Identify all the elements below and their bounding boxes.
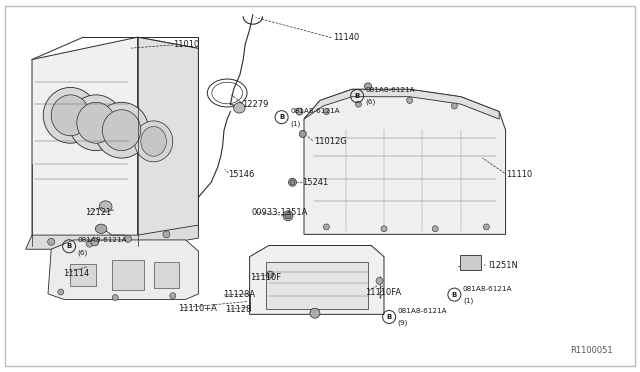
Text: 11128A: 11128A: [223, 291, 255, 299]
Text: 11110F: 11110F: [250, 273, 281, 282]
Text: 11110FA: 11110FA: [365, 288, 401, 296]
Circle shape: [310, 308, 320, 318]
Circle shape: [381, 226, 387, 232]
Polygon shape: [32, 37, 198, 246]
Text: I1251N: I1251N: [488, 262, 518, 270]
Ellipse shape: [102, 110, 141, 151]
Bar: [460, 255, 481, 270]
Text: B: B: [355, 93, 360, 99]
Ellipse shape: [141, 126, 166, 156]
Polygon shape: [250, 246, 384, 314]
Text: B: B: [387, 314, 392, 320]
Text: 081A8-6121A: 081A8-6121A: [365, 87, 415, 93]
Circle shape: [365, 83, 371, 90]
Circle shape: [432, 226, 438, 232]
Text: 11010: 11010: [173, 40, 199, 49]
Text: (6): (6): [77, 249, 88, 256]
Text: (9): (9): [397, 320, 408, 327]
Circle shape: [112, 295, 118, 301]
Polygon shape: [304, 89, 499, 119]
Text: 11128: 11128: [225, 305, 252, 314]
Circle shape: [290, 180, 295, 185]
Circle shape: [451, 103, 458, 109]
Bar: [70, 264, 96, 286]
Ellipse shape: [69, 95, 123, 151]
Polygon shape: [266, 262, 368, 309]
Circle shape: [376, 278, 383, 284]
Circle shape: [300, 131, 306, 137]
Ellipse shape: [51, 95, 90, 136]
Circle shape: [163, 231, 170, 238]
Ellipse shape: [95, 102, 149, 158]
Bar: [154, 262, 179, 288]
Text: 12279: 12279: [242, 100, 268, 109]
Ellipse shape: [134, 121, 173, 162]
Circle shape: [283, 211, 293, 221]
Text: B: B: [279, 114, 284, 120]
Text: (6): (6): [365, 99, 376, 106]
Ellipse shape: [77, 102, 115, 143]
Text: 081A8-6121A: 081A8-6121A: [463, 286, 513, 292]
Circle shape: [267, 271, 273, 278]
Circle shape: [483, 224, 490, 230]
Circle shape: [406, 97, 413, 103]
Text: R1100051: R1100051: [570, 346, 613, 355]
Circle shape: [355, 101, 362, 107]
Text: 12121: 12121: [85, 208, 111, 217]
Bar: [112, 260, 144, 290]
Text: 11110: 11110: [506, 170, 532, 179]
Text: 11140: 11140: [333, 33, 359, 42]
Text: 081A8-6121A: 081A8-6121A: [290, 108, 340, 114]
Circle shape: [86, 240, 93, 247]
Circle shape: [125, 235, 131, 242]
Text: 081A8-6121A: 081A8-6121A: [397, 308, 447, 314]
Circle shape: [323, 109, 330, 115]
Circle shape: [91, 238, 99, 246]
Text: 00933-1351A: 00933-1351A: [252, 208, 308, 217]
Circle shape: [48, 238, 54, 245]
Text: 081A8-6121A: 081A8-6121A: [77, 237, 127, 243]
Polygon shape: [48, 240, 198, 299]
Text: 11012G: 11012G: [314, 137, 346, 146]
Circle shape: [170, 293, 176, 299]
Ellipse shape: [95, 224, 107, 234]
Circle shape: [289, 178, 296, 186]
Text: 15146: 15146: [228, 170, 254, 179]
Ellipse shape: [99, 201, 112, 212]
Text: (1): (1): [463, 298, 473, 304]
Text: 11110+A: 11110+A: [178, 304, 217, 312]
Text: 11114: 11114: [63, 269, 89, 278]
Circle shape: [323, 224, 330, 230]
Polygon shape: [26, 225, 198, 249]
Text: B: B: [452, 292, 457, 298]
Circle shape: [58, 289, 64, 295]
Circle shape: [285, 213, 291, 219]
Polygon shape: [138, 37, 198, 246]
Ellipse shape: [44, 87, 98, 143]
Ellipse shape: [234, 103, 245, 113]
Text: B: B: [67, 243, 72, 249]
Text: (1): (1): [290, 120, 300, 127]
Text: 15241: 15241: [302, 178, 328, 187]
Polygon shape: [304, 89, 506, 234]
Circle shape: [296, 108, 303, 115]
